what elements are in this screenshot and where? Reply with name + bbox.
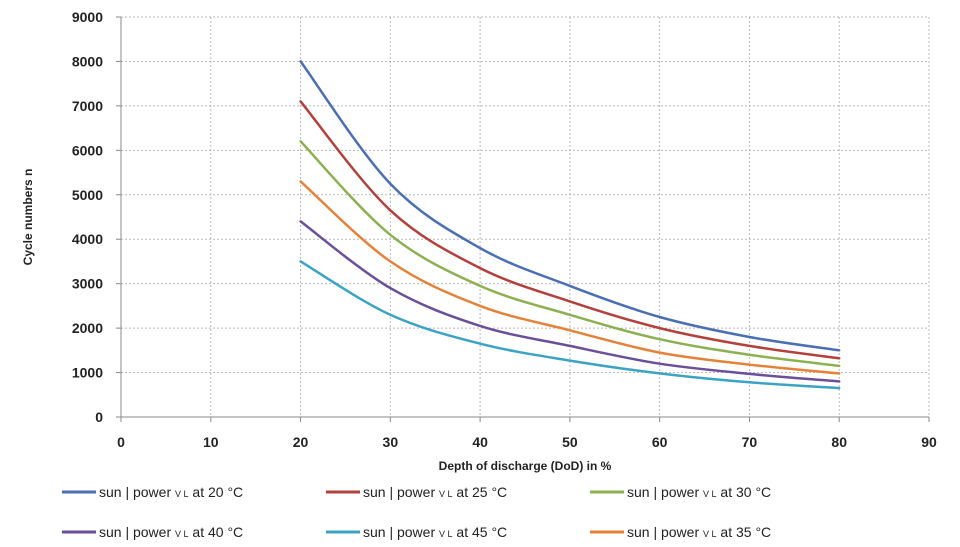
legend-label: sun | power V L at 30 °C [627, 484, 771, 500]
y-tick-label: 7000 [72, 98, 103, 114]
series-line-3 [299, 140, 841, 368]
legend-item-5: sun | power V L at 45 °C [326, 524, 507, 540]
y-tick-label: 6000 [72, 142, 103, 158]
y-tick-label: 3000 [72, 276, 103, 292]
legend: sun | power V L at 20 °C sun | power V L … [62, 484, 771, 540]
y-tick-label: 1000 [72, 365, 103, 381]
legend-item-6: sun | power V L at 35 °C [590, 524, 771, 540]
x-tick-label: 0 [117, 434, 125, 450]
x-tick-label: 30 [383, 434, 399, 450]
x-tick-label: 60 [652, 434, 668, 450]
y-tick-label: 2000 [72, 320, 103, 336]
y-tick-label: 4000 [72, 231, 103, 247]
y-tick-label: 5000 [72, 187, 103, 203]
series-lines [299, 60, 841, 390]
legend-label: sun | power V L at 35 °C [627, 524, 771, 540]
x-tick-label: 40 [472, 434, 488, 450]
legend-item-4: sun | power V L at 40 °C [62, 524, 243, 540]
x-tick-label: 70 [742, 434, 758, 450]
series-line-1 [299, 60, 841, 352]
legend-label: sun | power V L at 20 °C [99, 484, 243, 500]
y-tick-label: 9000 [72, 9, 103, 25]
gridlines [121, 16, 930, 417]
series-line-2 [299, 100, 841, 360]
series-line-4 [299, 220, 841, 383]
x-tick-label: 50 [562, 434, 578, 450]
x-tick-label: 80 [831, 434, 847, 450]
y-tick-label: 0 [95, 409, 103, 425]
x-axis-title: Depth of discharge (DoD) in % [439, 459, 612, 473]
legend-label: sun | power V L at 25 °C [363, 484, 507, 500]
legend-item-3: sun | power V L at 30 °C [590, 484, 771, 500]
legend-label: sun | power V L at 45 °C [363, 524, 507, 540]
legend-label: sun | power V L at 40 °C [99, 524, 243, 540]
series-line-5 [299, 260, 841, 390]
y-tick-label: 8000 [72, 53, 103, 69]
x-tick-label: 90 [921, 434, 937, 450]
x-tick-label: 10 [203, 434, 219, 450]
x-tick-label: 20 [293, 434, 309, 450]
axes [116, 16, 930, 422]
legend-item-1: sun | power V L at 20 °C [62, 484, 243, 500]
legend-item-2: sun | power V L at 25 °C [326, 484, 507, 500]
y-axis-title: Cycle numbers n [21, 169, 35, 266]
series-line-6 [299, 180, 841, 375]
tick-labels: 0 1000 2000 3000 4000 5000 6000 7000 8000 9000 0 10… [72, 9, 937, 450]
